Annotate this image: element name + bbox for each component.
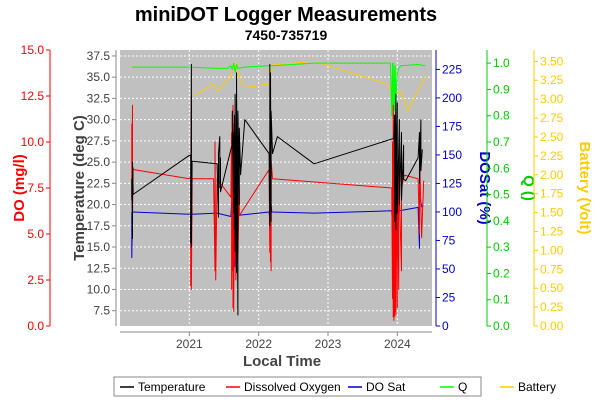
y-tick-label-dosat: 200 — [442, 91, 462, 105]
y-tick-label-temp: 30.0 — [87, 113, 111, 127]
y-tick-label-q: 0.0 — [493, 319, 510, 333]
y-tick-label-do: 15.0 — [21, 43, 45, 57]
y-tick-label-temp: 10.0 — [87, 282, 111, 296]
y-tick-label-q: 0.6 — [493, 161, 510, 175]
y-tick-label-q: 0.2 — [493, 266, 510, 280]
y-tick-label-dosat: 100 — [442, 205, 462, 219]
x-tick-label: 2021 — [176, 337, 203, 351]
y-tick-label-q: 0.7 — [493, 135, 510, 149]
y-axis-label-bat: Battery (Volt) — [576, 141, 593, 234]
y-tick-label-bat: 2.00 — [540, 168, 564, 182]
y-tick-label-bat: 0.25 — [540, 300, 564, 314]
series-line-temperature — [131, 63, 423, 316]
y-tick-label-temp: 32.5 — [87, 91, 111, 105]
legend-item-label: Dissolved Oxygen — [244, 380, 341, 394]
y-tick-label-bat: 1.25 — [540, 224, 564, 238]
y-tick-label-do: 0.0 — [27, 319, 44, 333]
chart-title: miniDOT Logger Measurements — [135, 4, 437, 26]
y-tick-label-bat: 3.50 — [540, 54, 564, 68]
y-tick-label-dosat: 225 — [442, 62, 462, 76]
y-tick-label-temp: 27.5 — [87, 134, 111, 148]
y-tick-label-dosat: 175 — [442, 119, 462, 133]
y-tick-label-dosat: 50 — [442, 262, 456, 276]
y-tick-label-temp: 22.5 — [87, 176, 111, 190]
series-layer — [131, 60, 426, 321]
x-axis-label: Local Time — [243, 353, 321, 370]
y-axis-label-dosat: DOSat (%) — [476, 151, 493, 224]
y-tick-label-bat: 0.75 — [540, 262, 564, 276]
y-tick-label-q: 0.5 — [493, 188, 510, 202]
y-tick-label-temp: 7.5 — [93, 304, 110, 318]
y-tick-label-bat: 2.50 — [540, 130, 564, 144]
y-tick-label-temp: 35.0 — [87, 70, 111, 84]
y-tick-label-bat: 1.00 — [540, 243, 564, 257]
y-axis-label-temp: Temperature (deg C) — [71, 115, 88, 261]
legend-item-label: Q — [458, 380, 467, 394]
y-tick-label-bat: 3.00 — [540, 92, 564, 106]
y-axis-label-do: DO (mg/l) — [11, 154, 28, 222]
y-tick-label-temp: 17.5 — [87, 219, 111, 233]
series-line-q — [131, 62, 426, 122]
y-tick-label-bat: 2.75 — [540, 111, 564, 125]
y-tick-label-q: 0.1 — [493, 293, 510, 307]
y-tick-label-bat: 0.50 — [540, 281, 564, 295]
y-axis-label-q: Q () — [520, 175, 537, 201]
legend-box — [113, 376, 482, 397]
y-tick-label-bat: 3.25 — [540, 73, 564, 87]
y-tick-label-q: 0.9 — [493, 82, 510, 96]
y-tick-label-do: 5.0 — [27, 227, 44, 241]
y-tick-label-bat: 1.50 — [540, 206, 564, 220]
y-tick-label-temp: 15.0 — [87, 240, 111, 254]
y-tick-label-q: 0.8 — [493, 109, 510, 123]
y-tick-label-temp: 25.0 — [87, 155, 111, 169]
y-tick-label-q: 1.0 — [493, 56, 510, 70]
y-tick-label-do: 7.5 — [27, 181, 44, 195]
y-tick-label-q: 0.3 — [493, 240, 510, 254]
legend-item-label: DO Sat — [366, 380, 406, 394]
y-tick-label-dosat: 25 — [442, 290, 456, 304]
y-tick-label-do: 10.0 — [21, 135, 45, 149]
axes-layer: 2021 2022 2023 2024 0.0 2.5 5.0 7.5 10.0 12.5 15.0… — [11, 43, 593, 351]
y-tick-label-temp: 37.5 — [87, 49, 111, 63]
y-tick-label-do: 2.5 — [27, 273, 44, 287]
x-tick-label: 2023 — [315, 337, 342, 351]
y-tick-label-dosat: 75 — [442, 233, 456, 247]
x-tick-label: 2022 — [245, 337, 272, 351]
y-tick-label-dosat: 0 — [442, 319, 449, 333]
legend-item-label: Temperature — [138, 380, 206, 394]
y-tick-label-temp: 12.5 — [87, 261, 111, 275]
legend: Temperature Dissolved Oxygen DO Sat Q Batter… — [113, 376, 556, 397]
x-tick-label: 2024 — [384, 337, 411, 351]
y-tick-label-dosat: 150 — [442, 148, 462, 162]
chart-subtitle: 7450-735719 — [245, 27, 328, 43]
y-tick-label-bat: 0.00 — [540, 319, 564, 333]
y-tick-label-bat: 1.75 — [540, 187, 564, 201]
y-tick-label-dosat: 125 — [442, 176, 462, 190]
y-tick-label-do: 12.5 — [21, 89, 45, 103]
y-tick-label-temp: 20.0 — [87, 198, 111, 212]
plot-background — [120, 50, 432, 326]
y-tick-label-q: 0.4 — [493, 214, 510, 228]
legend-item-label: Battery — [518, 380, 556, 394]
y-tick-label-bat: 2.25 — [540, 149, 564, 163]
